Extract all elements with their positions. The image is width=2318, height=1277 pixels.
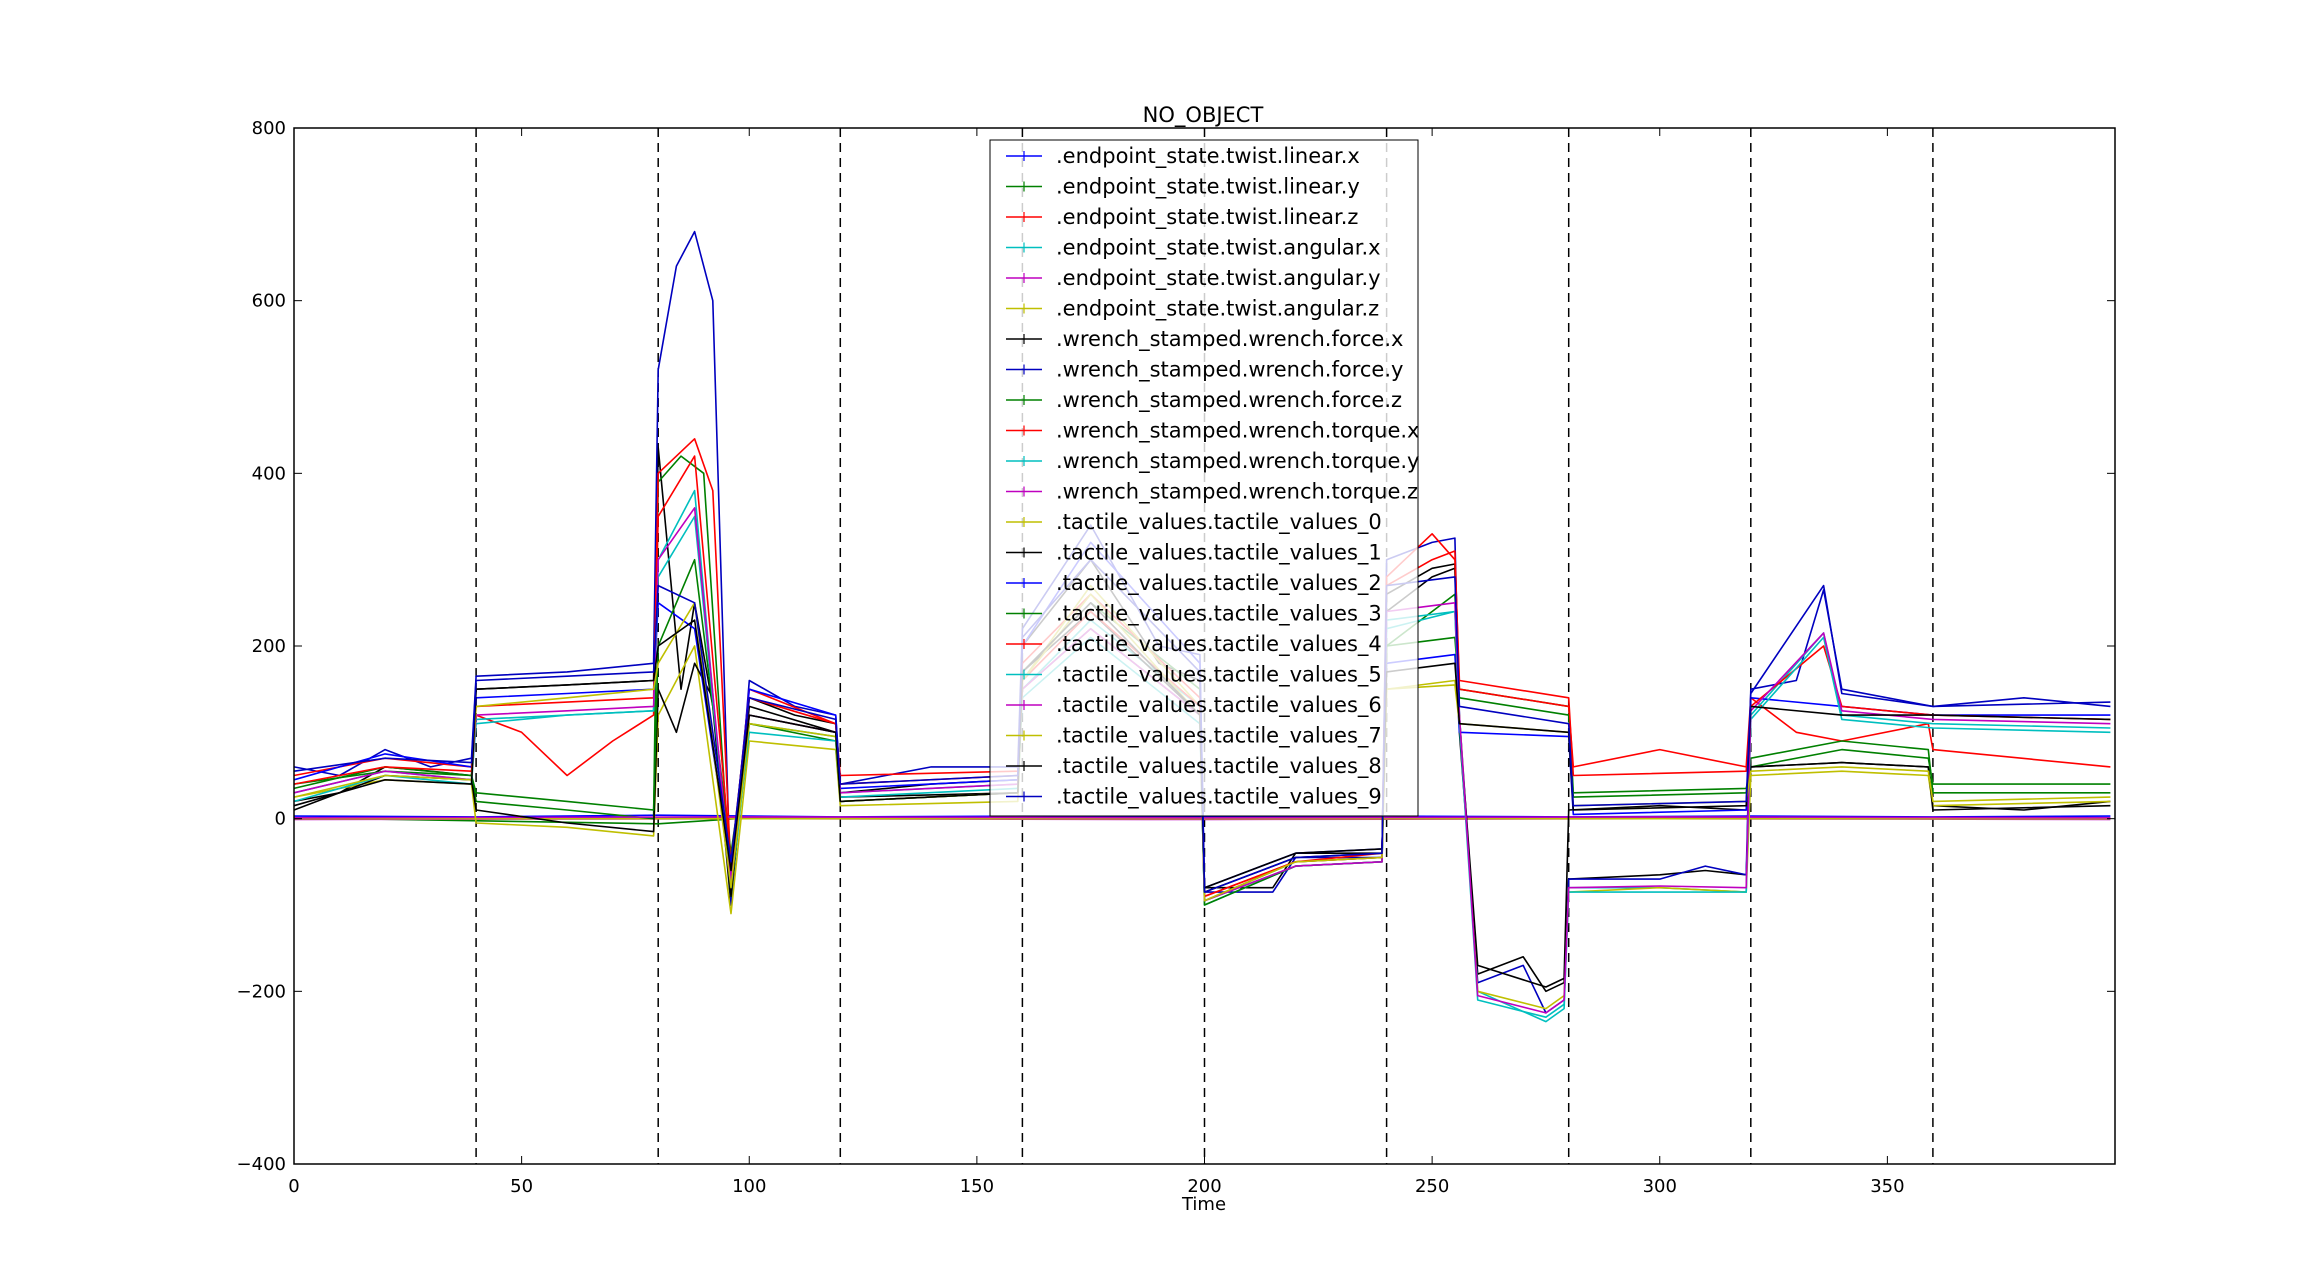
legend-label: .wrench_stamped.wrench.force.y: [1056, 358, 1403, 383]
y-tick-label: 600: [252, 291, 286, 312]
y-tick-label: 0: [275, 809, 286, 830]
x-axis-ticks: 0 50 100 150 200 250 300 350: [288, 128, 1905, 1197]
x-tick-label: 100: [732, 1176, 766, 1197]
legend-label: .endpoint_state.twist.angular.z: [1056, 297, 1379, 322]
series-lines: [293, 230, 2111, 1023]
y-axis-ticks: −400 −200 0 200 400 600 800: [237, 118, 2115, 1175]
legend-label: .tactile_values.tactile_values_4: [1056, 632, 1382, 657]
legend-label: .wrench_stamped.wrench.force.x: [1056, 327, 1403, 352]
legend-label: .tactile_values.tactile_values_1: [1056, 541, 1382, 566]
legend-label: .endpoint_state.twist.linear.y: [1056, 175, 1360, 200]
legend-label: .tactile_values.tactile_values_8: [1056, 754, 1382, 779]
legend-label: .tactile_values.tactile_values_5: [1056, 663, 1382, 688]
x-tick-label: 50: [510, 1176, 533, 1197]
x-tick-label: 250: [1415, 1176, 1449, 1197]
y-tick-label: 200: [252, 636, 286, 657]
x-tick-label: 0: [288, 1176, 299, 1197]
legend-label: .wrench_stamped.wrench.torque.y: [1056, 449, 1419, 474]
legend-label: .tactile_values.tactile_values_7: [1056, 724, 1382, 749]
legend-label: .tactile_values.tactile_values_3: [1056, 602, 1382, 627]
x-tick-label: 350: [1870, 1176, 1904, 1197]
y-tick-label: −400: [237, 1154, 286, 1175]
legend: .endpoint_state.twist.linear.x .endpoint_…: [989, 139, 1419, 817]
legend-label: .tactile_values.tactile_values_0: [1056, 510, 1382, 535]
legend-label: .tactile_values.tactile_values_2: [1056, 571, 1382, 596]
series-line: [293, 814, 2111, 818]
y-tick-label: 800: [252, 118, 286, 139]
legend-label: .endpoint_state.twist.linear.z: [1056, 205, 1358, 230]
legend-label: .tactile_values.tactile_values_6: [1056, 693, 1382, 718]
series-line: [293, 816, 2111, 819]
legend-label: .endpoint_state.twist.angular.y: [1056, 266, 1381, 291]
x-tick-label: 200: [1187, 1176, 1221, 1197]
x-tick-label: 300: [1643, 1176, 1677, 1197]
legend-label: .tactile_values.tactile_values_9: [1056, 785, 1382, 810]
legend-label: .wrench_stamped.wrench.torque.x: [1056, 419, 1419, 444]
y-tick-label: 400: [252, 463, 286, 484]
legend-label: .wrench_stamped.wrench.torque.z: [1056, 480, 1418, 505]
legend-label: .wrench_stamped.wrench.force.z: [1056, 388, 1402, 413]
legend-label: .endpoint_state.twist.linear.x: [1056, 144, 1360, 169]
legend-frame: [989, 139, 1419, 817]
x-axis-title: Time: [1181, 1194, 1226, 1215]
x-tick-label: 150: [960, 1176, 994, 1197]
legend-label: .endpoint_state.twist.angular.x: [1056, 236, 1381, 261]
chart-title: NO_OBJECT: [1143, 103, 1264, 128]
y-tick-label: −200: [237, 981, 286, 1002]
